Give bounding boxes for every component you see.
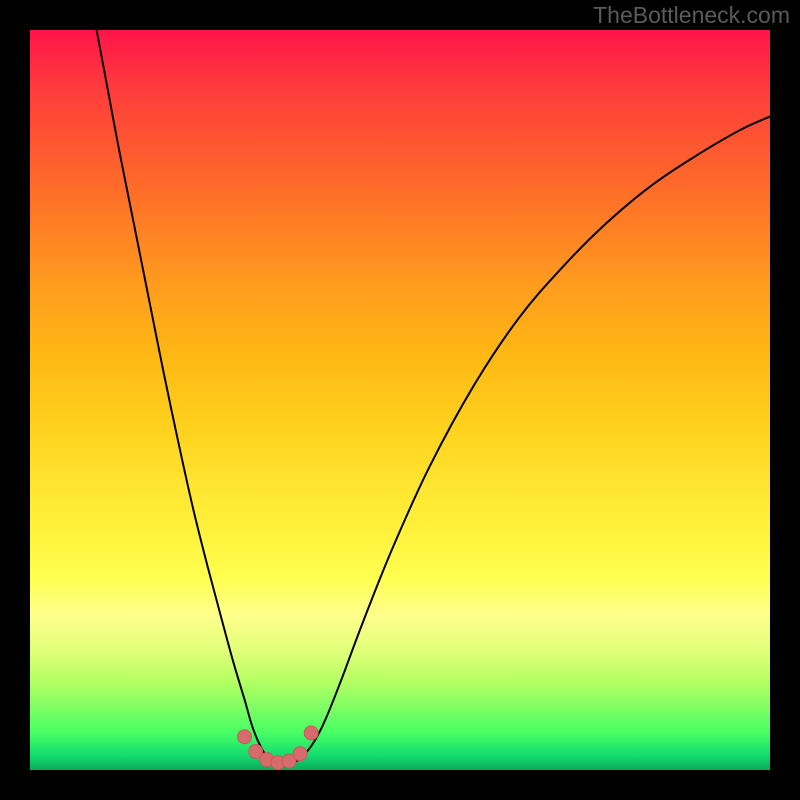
plot-background [30, 30, 770, 770]
scatter-point [293, 747, 307, 761]
bottleneck-chart [0, 0, 800, 800]
scatter-point [238, 730, 252, 744]
chart-stage: TheBottleneck.com [0, 0, 800, 800]
scatter-point [304, 726, 318, 740]
